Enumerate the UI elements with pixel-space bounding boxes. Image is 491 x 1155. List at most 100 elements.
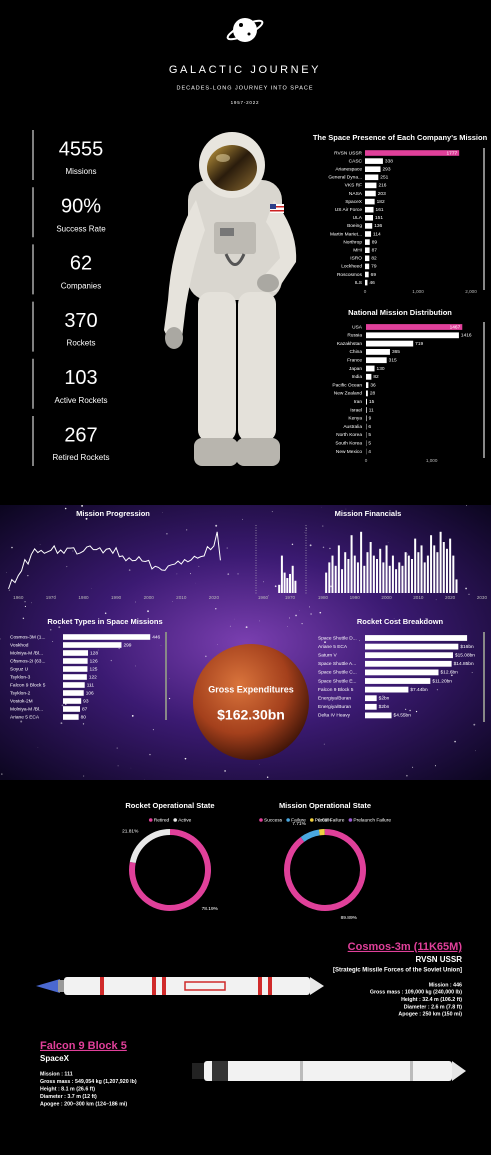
star — [224, 770, 226, 772]
rocket-spec: Height : 32.4 m (106.2 ft) — [401, 997, 462, 1003]
bar — [365, 158, 383, 164]
category-label: Molniya-M /Bl... — [10, 650, 43, 656]
bar — [325, 572, 328, 593]
bar — [449, 538, 452, 593]
data-label: 89.89% — [341, 915, 358, 921]
category-label: Space Shuttle C... — [318, 670, 357, 676]
x-tick-label: 1990 — [111, 595, 122, 600]
bar — [365, 695, 377, 702]
data-label: 136 — [374, 223, 382, 229]
data-label: 4 — [368, 449, 371, 455]
kpi-value: 267 — [64, 424, 97, 446]
bar — [63, 650, 89, 656]
donut-segment — [300, 829, 320, 842]
bar — [365, 678, 431, 684]
legend-swatch — [286, 818, 290, 822]
bar — [420, 545, 423, 593]
bar — [365, 643, 459, 650]
data-label: 0.09% — [318, 817, 332, 823]
star — [237, 573, 239, 575]
kpi-value: 90% — [61, 195, 101, 217]
data-label: 151 — [375, 215, 383, 221]
bar — [365, 263, 370, 270]
category-label: Space Shuttle E... — [318, 678, 356, 684]
star — [434, 765, 436, 767]
star — [310, 613, 312, 615]
bar — [356, 562, 359, 593]
x-tick-label: 1980 — [318, 595, 329, 600]
data-label: 82 — [371, 256, 377, 262]
rocket-spec: Apogee : 200–300 km (124–186 mi) — [40, 1101, 127, 1107]
star — [359, 639, 361, 641]
star — [295, 614, 297, 617]
bar — [63, 666, 88, 672]
rocket-name: Cosmos-3m (11K65M) — [348, 941, 463, 953]
chart-title: Rocket Operational State — [125, 801, 214, 810]
bar — [376, 559, 379, 593]
bar — [442, 542, 445, 593]
data-label: 11 — [369, 407, 374, 413]
star — [274, 585, 277, 588]
star — [288, 617, 290, 619]
bar — [63, 674, 87, 680]
star — [468, 593, 470, 595]
category-label: China — [349, 349, 362, 355]
star — [1, 773, 3, 775]
star — [291, 543, 294, 546]
category-label: Israel — [350, 407, 362, 413]
star — [184, 757, 187, 760]
bar — [289, 573, 291, 593]
legend-swatch — [348, 818, 353, 822]
bar — [283, 572, 286, 593]
x-tick-label: 1,000 — [412, 289, 424, 294]
category-label: Roscosmos — [337, 272, 363, 278]
rocket-company-full: [Strategic Missile Forces of the Soviet … — [333, 968, 462, 974]
category-label: Ariane 5 ECA — [318, 644, 348, 650]
category-label: South Korea — [335, 440, 362, 446]
x-tick-label: 2030 — [477, 595, 488, 600]
data-label: 36 — [370, 382, 376, 388]
bar — [365, 652, 453, 659]
star — [309, 544, 312, 547]
star — [271, 511, 273, 513]
x-tick-label: 2020 — [209, 595, 220, 600]
legend: Success Failure Partial Failure Prelaunch F… — [259, 817, 391, 823]
bar — [63, 642, 122, 648]
star — [6, 572, 7, 573]
star — [135, 601, 137, 603]
kpi-label: Missions — [65, 167, 96, 176]
star — [299, 610, 300, 611]
bar — [385, 545, 388, 593]
cosmos-rocket — [36, 977, 324, 995]
bar — [365, 215, 374, 221]
bar — [410, 559, 413, 593]
star — [242, 518, 243, 520]
star — [104, 612, 107, 614]
bar — [365, 255, 370, 262]
category-label: ISRO — [350, 256, 362, 262]
star — [24, 605, 26, 608]
kpi-value: 4555 — [59, 138, 104, 160]
rocket-spec: Mission : 111 — [40, 1071, 73, 1077]
data-label: 9 — [369, 416, 372, 422]
star — [473, 723, 476, 726]
bar — [360, 531, 363, 593]
star — [97, 649, 99, 651]
chart-title: Mission Progression — [76, 509, 150, 518]
star — [404, 708, 407, 710]
category-label: General Dyna... — [328, 175, 362, 181]
data-label: 78.19% — [202, 906, 219, 912]
legend-label: Retired — [154, 817, 170, 823]
data-label: $16bn — [460, 644, 474, 650]
bar — [398, 562, 401, 593]
star — [319, 611, 322, 614]
category-label: VKS RF — [345, 183, 362, 189]
bar — [365, 223, 373, 229]
bar — [63, 706, 81, 712]
category-label: Russia — [347, 333, 362, 339]
star — [345, 508, 347, 510]
legend-label: Partial Failure — [315, 817, 345, 823]
star — [169, 678, 170, 679]
bar — [439, 531, 442, 593]
